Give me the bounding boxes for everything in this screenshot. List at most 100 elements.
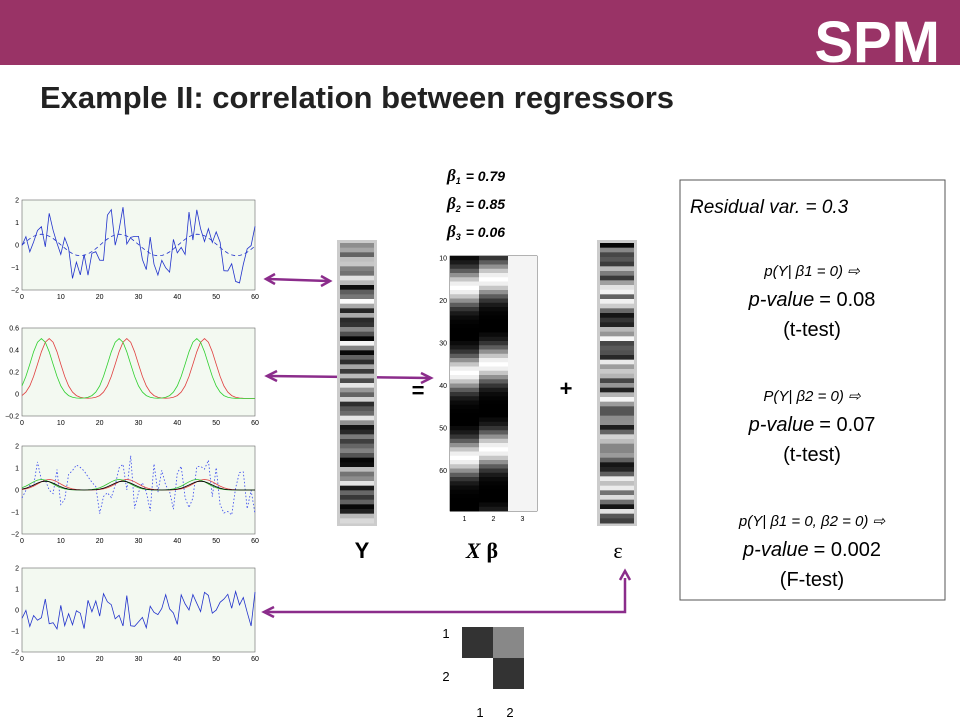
x-tick-label: 10 (57, 538, 65, 545)
design-cell (479, 404, 508, 410)
design-cell (479, 430, 508, 435)
pixel-row (600, 457, 634, 463)
beta-label: β3 = 0.06 (446, 222, 505, 242)
pixel-row (340, 411, 374, 417)
pixel-row (340, 513, 374, 519)
pixel-row (340, 369, 374, 375)
test-name: (t-test) (783, 319, 841, 341)
design-cell (450, 268, 479, 274)
design-cell (479, 396, 508, 401)
pixel-row (340, 322, 374, 328)
pixel-row (600, 378, 634, 384)
design-cell (450, 358, 479, 363)
design-cell (450, 260, 479, 265)
p-value-number: = 0.002 (814, 539, 881, 561)
test-name: (F-test) (780, 569, 844, 591)
x-tick-label: 20 (96, 294, 104, 301)
design-cell (508, 256, 537, 511)
x-tick-label: 40 (173, 656, 181, 663)
design-cell (479, 302, 508, 308)
design-cell (450, 489, 479, 495)
design-cell (479, 260, 508, 265)
y-tick-label: 2 (15, 444, 19, 451)
x-tick-label: 30 (135, 538, 143, 545)
design-cell (450, 430, 479, 435)
pixel-row (340, 294, 374, 300)
pixel-row (600, 373, 634, 379)
design-cell (479, 294, 508, 299)
design-cell (450, 481, 479, 486)
pixel-row (340, 490, 374, 496)
y-tick-label: 50 (439, 426, 447, 433)
plot-area (21, 445, 256, 535)
design-cell (479, 311, 508, 316)
x-tick-label: 2 (492, 516, 496, 523)
y-tick-label: 0.6 (9, 326, 19, 333)
pixel-row (340, 308, 374, 314)
design-cell (450, 379, 479, 384)
design-cell (450, 447, 479, 452)
pixel-row (600, 266, 634, 272)
pixel-row (340, 341, 374, 347)
y-tick-label: 10 (439, 256, 447, 263)
design-cell (450, 353, 479, 359)
pixel-row (600, 392, 634, 398)
design-cell (479, 447, 508, 452)
pixel-row (600, 490, 634, 496)
design-cell (479, 290, 508, 295)
pixel-row (600, 453, 634, 459)
design-cell (479, 400, 508, 406)
x-tick-label: 30 (135, 656, 143, 663)
design-cell (479, 319, 508, 325)
pixel-row (600, 331, 634, 337)
x-tick-label: 20 (96, 538, 104, 545)
pixel-row (340, 434, 374, 440)
pixel-row (340, 504, 374, 510)
x-tick-label: 10 (57, 656, 65, 663)
design-cell (450, 464, 479, 469)
y-tick-label: 30 (439, 341, 447, 348)
pixel-row (600, 462, 634, 468)
pixel-row (340, 425, 374, 431)
pixel-row (600, 275, 634, 281)
design-cell (450, 324, 479, 329)
design-cell (479, 277, 508, 282)
y-tick-label: −1 (11, 510, 19, 517)
x-tick-label: 20 (96, 420, 104, 427)
pixel-row (340, 303, 374, 309)
design-cell (479, 494, 508, 499)
design-cell (479, 256, 508, 261)
pixel-row (340, 350, 374, 356)
pixel-row (600, 303, 634, 309)
design-cell (450, 302, 479, 308)
pixel-row (600, 495, 634, 501)
pixel-row (600, 243, 634, 249)
pixel-row (600, 285, 634, 291)
design-cell (450, 311, 479, 316)
pixel-row (600, 467, 634, 473)
design-cell (479, 281, 508, 287)
pixel-row (600, 504, 634, 510)
design-cell (450, 443, 479, 448)
pixel-row (340, 509, 374, 515)
pixel-row (600, 387, 634, 393)
pixel-row (340, 397, 374, 403)
x-tick-label: 50 (212, 656, 220, 663)
design-cell (479, 409, 508, 414)
row-label: 2 (442, 669, 449, 684)
design-cell (450, 336, 479, 342)
x-tick-label: 0 (20, 420, 24, 427)
design-cell (450, 315, 479, 321)
x-tick-label: 10 (57, 420, 65, 427)
pixel-row (600, 425, 634, 431)
hypothesis: p(Y| β1 = 0) ⇨ (763, 263, 861, 280)
pixel-row (600, 383, 634, 389)
y-tick-label: 2 (15, 198, 19, 205)
content: 210−1−20 10 20 30 40 50 600.60.40.20−0.20 10 20 3… (5, 166, 886, 720)
pixel-row (340, 289, 374, 295)
x-tick-label: 60 (251, 656, 259, 663)
design-cell (450, 477, 479, 482)
x-tick-label: 1 (463, 516, 467, 523)
pixel-row (340, 378, 374, 384)
hypothesis: P(Y| β2 = 0) ⇨ (763, 388, 862, 405)
